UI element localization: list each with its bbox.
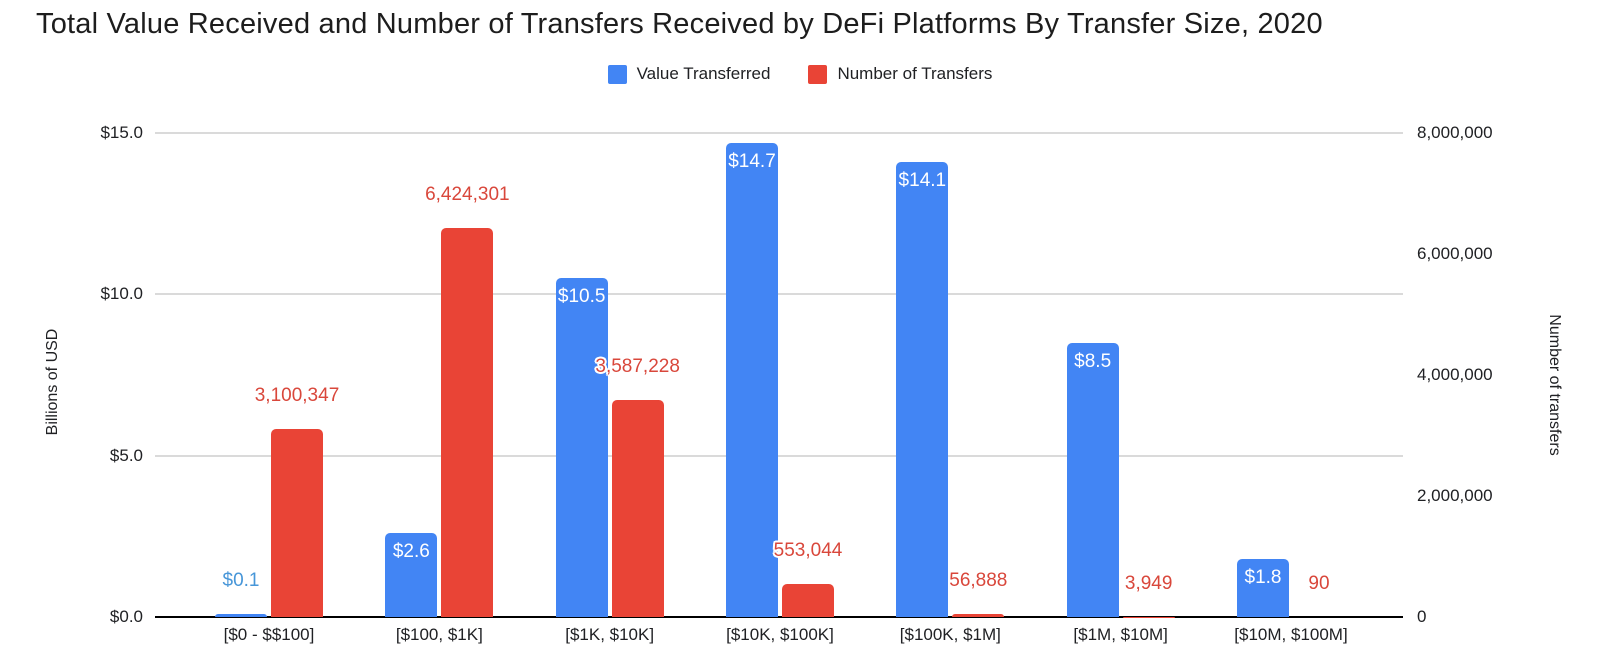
- bar-label-value-transferred: $8.5: [1074, 350, 1112, 372]
- bar-label-value-transferred: $10.5: [557, 286, 606, 308]
- bar-number-of-transfers: [271, 429, 323, 617]
- bar-number-of-transfers: [611, 399, 664, 617]
- bar-value-transferred: [215, 613, 267, 617]
- bar-value-transferred: [896, 162, 949, 617]
- left-axis-title: Billions of USD: [44, 328, 61, 436]
- y-axis-tick-left: $15.0: [100, 123, 143, 142]
- legend-item-value-transferred: Value Transferred: [607, 64, 771, 84]
- bar-label-number-of-transfers: 56,888: [949, 569, 1008, 591]
- category-label: [$0 - $$100]: [223, 625, 315, 644]
- legend-swatch-number-of-transfers: [808, 64, 828, 84]
- y-axis-tick-left: $0.0: [109, 607, 143, 626]
- category-label: [$1K, $10K]: [565, 625, 655, 644]
- bar-label-value-transferred: $0.1: [222, 569, 260, 591]
- y-axis-tick-right: 2,000,000: [1417, 486, 1493, 505]
- category-label: [$100, $1K]: [395, 625, 483, 644]
- legend-label-value-transferred: Value Transferred: [636, 64, 771, 83]
- bar-label-number-of-transfers: 6,424,301: [425, 184, 510, 206]
- category-label: [$100K, $1M]: [899, 625, 1001, 644]
- bar-label-number-of-transfers: 3,100,347: [254, 385, 340, 407]
- legend: Value Transferred Number of Transfers: [0, 64, 1600, 84]
- bar-value-transferred: [385, 533, 438, 617]
- y-axis-tick-right: 4,000,000: [1417, 365, 1493, 384]
- bar-label-value-transferred: $2.6: [392, 541, 430, 563]
- y-axis-tick-right: 6,000,000: [1417, 244, 1493, 263]
- y-axis-tick-left: $10.0: [100, 284, 143, 304]
- bar-label-value-transferred: $14.7: [728, 150, 776, 172]
- bar-value-transferred: [1066, 342, 1119, 617]
- bar-number-of-transfers: [441, 228, 494, 617]
- y-axis-tick-right: 0: [1417, 607, 1427, 626]
- category-label: [$10M, $100M]: [1234, 625, 1348, 644]
- bar-label-value-transferred: $14.1: [898, 170, 947, 192]
- legend-label-number-of-transfers: Number of Transfers: [837, 64, 993, 83]
- legend-swatch-value-transferred: [607, 64, 627, 84]
- bar-label-number-of-transfers: 90: [1308, 572, 1330, 594]
- y-axis-tick-left: $5.0: [109, 445, 143, 465]
- bar-label-number-of-transfers: 553,044: [773, 539, 843, 561]
- right-axis-title: Number of transfers: [1546, 314, 1563, 456]
- category-label: [$1M, $10M]: [1073, 625, 1168, 644]
- bar-value-transferred: [1237, 558, 1289, 617]
- gridline: [155, 454, 1403, 457]
- bar-value-transferred: [555, 278, 608, 617]
- category-label: [$10K, $100K]: [726, 625, 834, 644]
- legend-item-number-of-transfers: Number of Transfers: [808, 64, 992, 84]
- gridline: [155, 293, 1403, 296]
- bar-label-number-of-transfers: 3,949: [1124, 572, 1173, 594]
- y-axis-tick-right: 8,000,000: [1417, 123, 1493, 142]
- bar-number-of-transfers: [952, 613, 1005, 617]
- bar-value-transferred: [726, 142, 778, 617]
- bar-label-value-transferred: $1.8: [1244, 566, 1282, 588]
- bar-label-number-of-transfers: 3,587,228: [595, 355, 680, 377]
- bar-number-of-transfers: [782, 583, 834, 617]
- chart-title: Total Value Received and Number of Trans…: [36, 8, 1323, 40]
- gridline: [155, 132, 1403, 134]
- x-axis-line: [155, 616, 1403, 618]
